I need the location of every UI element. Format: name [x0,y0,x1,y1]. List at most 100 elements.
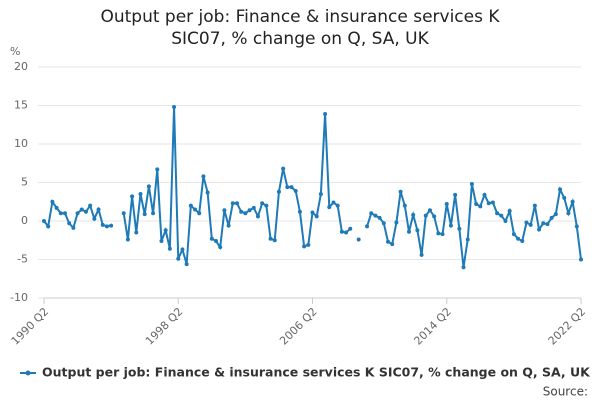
point [339,229,344,234]
y-tick-label: 10 [14,137,28,150]
point [436,231,441,236]
point [297,209,302,214]
point [427,208,432,213]
point [281,166,286,171]
point [369,211,374,216]
y-tick-label: 20 [14,60,28,73]
chart-title: Output per job: Finance & insurance serv… [100,7,500,49]
point [214,239,219,244]
point [453,192,458,197]
point [323,111,328,116]
point [234,201,239,206]
point [201,174,206,179]
point [209,236,214,241]
point [247,208,252,213]
line [43,107,582,268]
point [532,203,537,208]
point [293,188,298,193]
legend-marker [25,370,31,376]
point [365,224,370,229]
point [406,229,411,234]
point [528,222,533,227]
point [579,257,583,262]
point [251,205,256,210]
point [239,209,244,214]
point [503,219,508,223]
point [394,220,399,225]
point [482,192,487,197]
point [537,227,542,232]
point [465,237,470,242]
point [151,211,156,216]
x-tick-label: 2014 Q2 [411,305,454,348]
point [121,211,126,216]
point [520,239,525,244]
point [104,224,109,229]
point [50,199,55,204]
point [448,223,453,228]
point [344,230,349,235]
point [318,192,323,197]
point [499,213,504,218]
point [155,167,160,172]
point [193,207,198,212]
point [276,189,281,194]
point [570,199,575,204]
point [545,222,550,227]
point [490,200,495,205]
point [92,216,97,221]
y-tick-label: 0 [21,214,28,227]
point [184,262,189,267]
point [67,221,72,226]
point [440,232,445,237]
point [260,201,265,206]
point [100,222,105,227]
point [134,230,139,235]
point [558,187,563,192]
point [469,182,474,187]
point [268,236,273,241]
y-tick-label: -10 [10,291,28,304]
point [188,203,193,208]
point [138,192,143,197]
point [566,211,571,216]
point [386,239,391,244]
point [562,195,567,200]
y-axis-label: % [10,45,20,58]
point [511,232,516,237]
point [314,214,319,219]
point [180,247,185,252]
point [142,212,147,217]
point [507,208,512,213]
point [125,237,130,242]
point [306,242,311,247]
point [222,208,227,213]
point [176,256,181,261]
point [398,189,403,194]
point [524,220,529,225]
point [411,212,416,217]
point [109,223,114,228]
y-tick-label: -5 [17,253,28,266]
point [302,244,307,249]
point [88,203,93,208]
point [46,224,51,229]
point [549,215,554,220]
point [62,211,67,216]
point [71,225,76,230]
x-tick-label: 2022 Q2 [546,305,589,348]
point [381,221,386,226]
point [423,213,428,218]
point [230,201,235,206]
point [444,202,449,207]
point [461,265,466,270]
point [495,211,500,216]
point [75,211,80,216]
point [289,185,294,190]
point [377,215,382,220]
point [356,237,361,242]
point [457,226,462,231]
point [167,246,172,251]
point [285,185,290,190]
point [146,184,151,189]
